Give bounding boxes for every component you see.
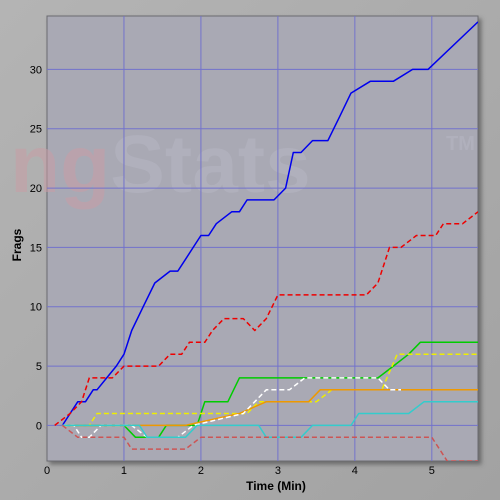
x-tick-label-1: 1 — [121, 465, 127, 477]
series-line-8 — [61, 424, 478, 461]
ngstats-watermark: ngStats TM — [10, 119, 475, 210]
x-axis-label: Time (Min) — [246, 479, 306, 493]
y-tick-label-5: 25 — [30, 124, 42, 136]
y-tick-label-0: 0 — [36, 420, 42, 432]
series-line-4 — [62, 353, 478, 427]
x-tick-label-3: 3 — [275, 465, 281, 477]
watermark-trademark: TM — [446, 133, 475, 155]
y-tick-label-6: 30 — [30, 64, 42, 76]
y-tick-label-3: 15 — [30, 242, 42, 254]
x-tick-label-5: 5 — [429, 465, 435, 477]
y-axis-label: Frags — [10, 228, 24, 261]
x-axis-ticks: 0 1 2 3 4 5 — [44, 465, 435, 477]
watermark-ng: ngStats — [10, 119, 311, 210]
y-axis-ticks: 0 5 10 15 20 25 30 — [30, 64, 42, 432]
series-line-5 — [62, 389, 478, 427]
y-tick-label-2: 10 — [30, 302, 42, 314]
y-tick-label-1: 5 — [36, 361, 42, 373]
x-tick-label-0: 0 — [44, 465, 50, 477]
y-tick-label-4: 20 — [30, 183, 42, 195]
series-line-1 — [61, 21, 478, 426]
series-layer — [54, 21, 478, 461]
series-line-2 — [54, 211, 478, 426]
x-tick-label-4: 4 — [352, 465, 358, 477]
series-line-3 — [62, 341, 478, 439]
x-tick-label-2: 2 — [198, 465, 204, 477]
plot-area — [46, 15, 479, 462]
